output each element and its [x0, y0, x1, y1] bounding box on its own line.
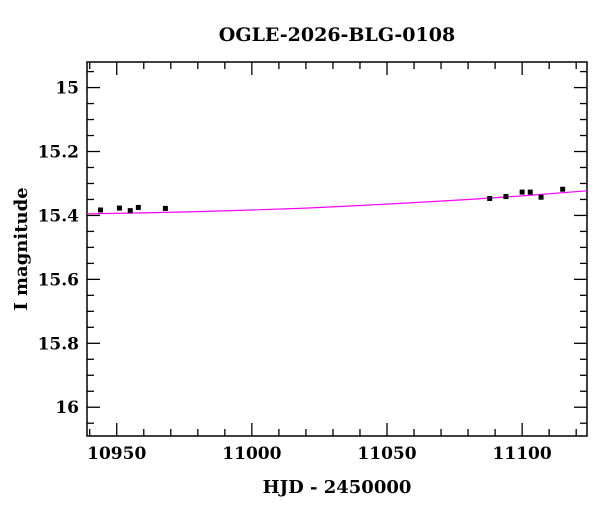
data-point	[527, 189, 533, 195]
data-point	[487, 195, 493, 201]
x-tick-label: 11100	[493, 444, 552, 464]
y-tick-label: 16	[55, 398, 79, 418]
data-point	[127, 208, 133, 214]
y-axis-label: I magnitude	[11, 187, 32, 310]
data-point	[162, 205, 168, 211]
y-tick-label: 15	[55, 79, 79, 99]
plot-frame	[86, 61, 588, 437]
x-tick-label: 10950	[87, 444, 146, 464]
data-point	[135, 204, 141, 210]
chart-title: OGLE-2026-BLG-0108	[219, 24, 455, 46]
x-tick-label: 11000	[222, 444, 281, 464]
data-point	[538, 194, 544, 200]
y-tick-label: 15.2	[38, 143, 79, 163]
y-tick-label: 15.8	[38, 334, 79, 354]
data-points-group	[98, 186, 566, 214]
model-curve-group	[86, 190, 588, 215]
y-tick-label: 15.6	[38, 270, 79, 290]
x-tick-label: 11050	[357, 444, 416, 464]
data-point	[116, 205, 122, 211]
model-curve	[86, 190, 588, 215]
data-point	[98, 207, 104, 213]
data-point	[560, 186, 566, 192]
tick-labels: 10950 11000 11050 11100 15 15.2 15.4 15.6 15.8 16	[38, 79, 552, 464]
data-point	[519, 189, 525, 195]
data-point	[503, 194, 509, 200]
axis-ticks	[87, 62, 587, 436]
x-axis-label: HJD - 2450000	[263, 477, 412, 498]
y-tick-label: 15.4	[38, 206, 80, 226]
